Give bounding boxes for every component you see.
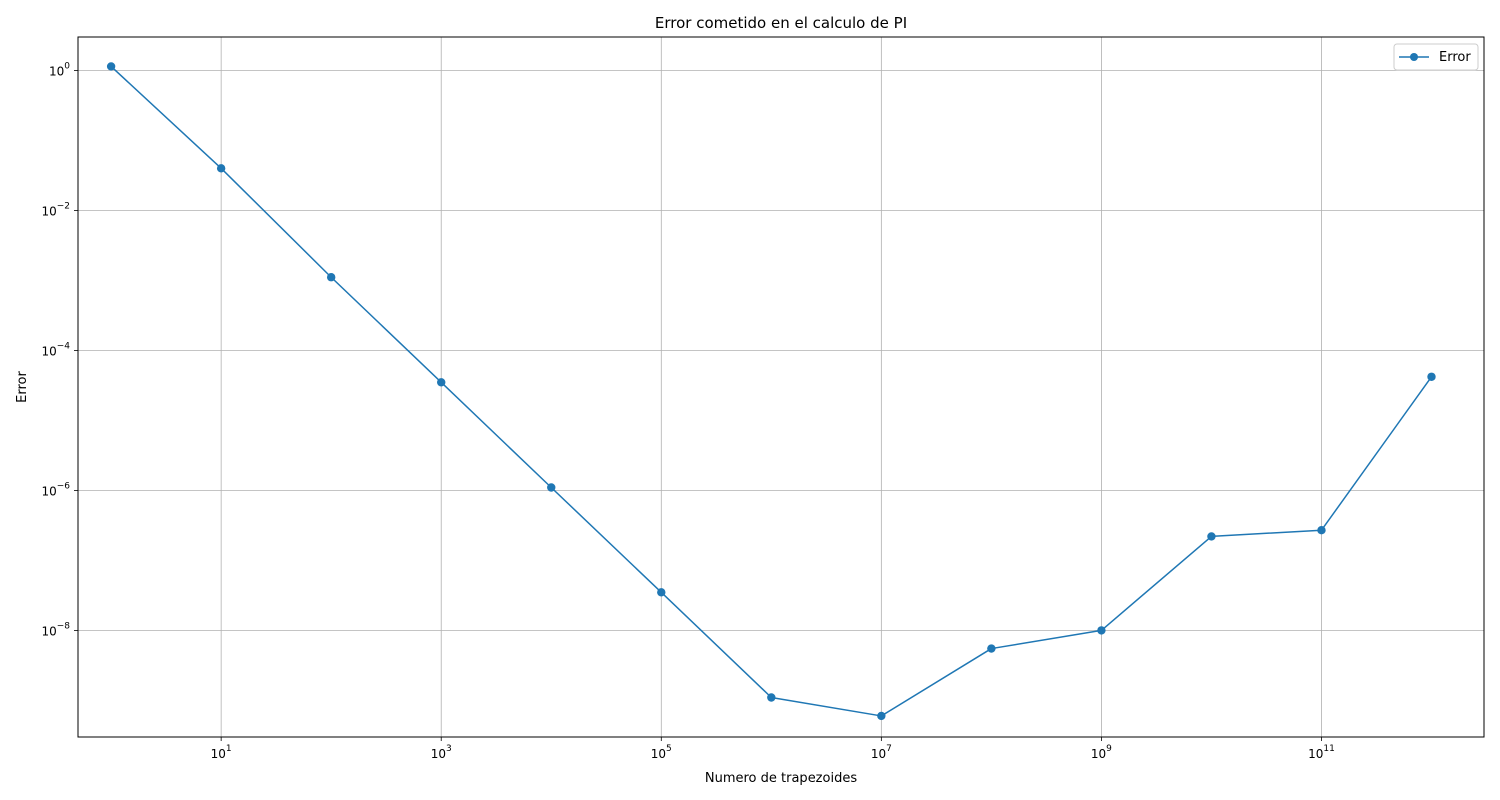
data-point-12 bbox=[1427, 372, 1436, 381]
y-tick-label-0: 100 bbox=[49, 61, 70, 78]
data-point-4 bbox=[547, 483, 556, 492]
y-tick-label-1: 10−2 bbox=[41, 201, 70, 218]
x-tick-label-4: 109 bbox=[1091, 744, 1112, 761]
x-tick-label-1: 103 bbox=[431, 744, 452, 761]
x-axis-ticks: 101 103 105 107 109 1011 bbox=[211, 737, 1335, 761]
y-tick-label-4: 10−8 bbox=[41, 621, 70, 638]
data-point-5 bbox=[657, 588, 666, 597]
plot-frame bbox=[77, 36, 1485, 738]
legend-label: Error bbox=[1439, 50, 1471, 65]
y-tick-label-2: 10−4 bbox=[41, 341, 70, 358]
x-tick-label-5: 1011 bbox=[1308, 744, 1335, 761]
x-tick-label-0: 101 bbox=[211, 744, 232, 761]
series-layer bbox=[106, 62, 1436, 721]
y-tick-label-3: 10−6 bbox=[41, 481, 70, 498]
data-point-2 bbox=[326, 273, 336, 282]
legend-marker bbox=[1410, 53, 1418, 61]
y-axis-label: Error bbox=[15, 371, 30, 403]
chart-title: Error cometido en el calculo de PI bbox=[655, 14, 907, 32]
data-point-9 bbox=[1097, 626, 1106, 635]
y-axis-ticks: 100 10−2 10−4 10−6 10−8 bbox=[41, 61, 78, 638]
x-tick-label-3: 107 bbox=[871, 744, 892, 761]
data-point-8 bbox=[987, 644, 996, 653]
x-tick-label-2: 105 bbox=[651, 744, 672, 761]
data-point-6 bbox=[767, 693, 776, 702]
data-point-3 bbox=[437, 378, 446, 387]
data-point-1 bbox=[216, 164, 226, 173]
x-axis-label: Numero de trapezoides bbox=[705, 771, 857, 786]
data-point-0 bbox=[106, 62, 116, 71]
legend-box bbox=[1393, 43, 1479, 71]
legend: Error bbox=[1393, 43, 1479, 71]
grid bbox=[78, 37, 1484, 737]
data-point-10 bbox=[1207, 532, 1216, 541]
data-point-11 bbox=[1317, 526, 1326, 535]
data-point-7 bbox=[877, 711, 886, 721]
